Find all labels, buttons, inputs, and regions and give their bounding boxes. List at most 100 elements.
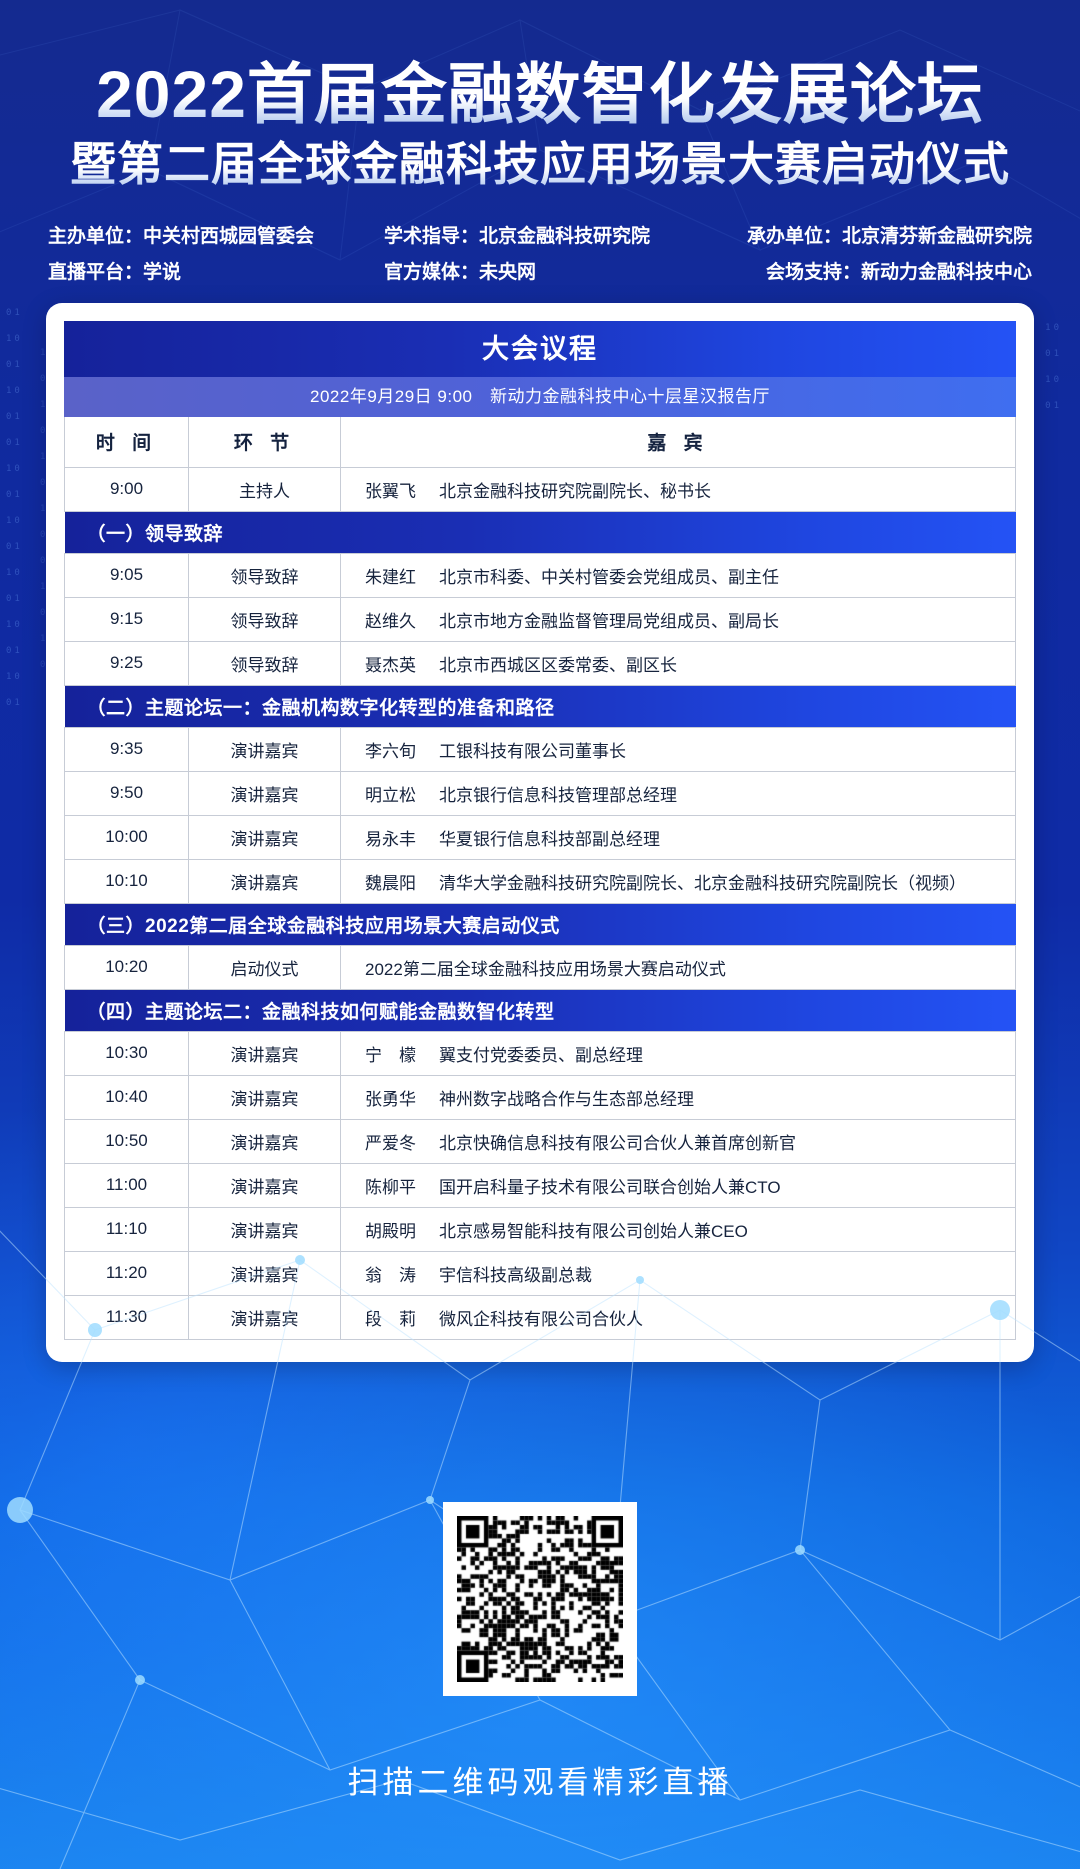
- credit-live-platform: 直播平台：学说: [48, 262, 182, 283]
- agenda-guest-name: 赵维久: [365, 611, 416, 631]
- agenda-row: 11:30 演讲嘉宾段 莉微风企科技有限公司合伙人: [64, 1294, 1016, 1340]
- agenda-cell-time: 10:10: [64, 858, 189, 904]
- credit-venue-support: 会场支持：新动力金融科技中心: [765, 262, 1032, 283]
- agenda-table: 时 间 环 节 嘉 宾 9:00 主持人 张翼飞 北京金融科技研究院副院长、秘书长 （一…: [64, 417, 1016, 1340]
- agenda-section-row: （四）主题论坛二：金融科技如何赋能金融数智化转型: [64, 989, 1016, 1031]
- credits-block: 主办单位：中关村西城园管委会 学术指导：北京金融科技研究院 承办单位：北京清芬新…: [0, 221, 1080, 293]
- agenda-row: 11:00 演讲嘉宾 陈柳平 国开启科量子技术有限公司联合创始人兼CTO: [64, 1162, 1016, 1208]
- title-line-2: 暨第二届全球金融科技应用场景大赛启动仪式: [0, 138, 1080, 191]
- agenda-guest-desc: 2022第二届全球金融科技应用场景大赛启动仪式: [365, 959, 726, 979]
- agenda-subtitle: 2022年9月29日 9:00 新动力金融科技中心十层星汉报告厅: [64, 377, 1016, 417]
- agenda-guest-desc: 神州数字战略合作与生态部总经理: [439, 1089, 694, 1109]
- agenda-guest-name: 严爱冬: [365, 1133, 416, 1153]
- agenda-cell-guest: 张翼飞 北京金融科技研究院副院长、秘书长: [340, 466, 1016, 512]
- credits-row-1: 主办单位：中关村西城园管委会 学术指导：北京金融科技研究院 承办单位：北京清芬新…: [48, 221, 1032, 248]
- agenda-guest-desc: 北京市西城区区委常委、副区长: [439, 655, 677, 675]
- agenda-cell-time: 9:15: [64, 596, 189, 642]
- agenda-row: 10:40 演讲嘉宾 张勇华 神州数字战略合作与生态部总经理: [64, 1074, 1016, 1120]
- agenda-row: 9:25 领导致辞 聂杰英 北京市西城区区委常委、副区长: [64, 640, 1016, 686]
- agenda-row: 10:10 演讲嘉宾 魏晨阳 清华大学金融科技研究院副院长、北京金融科技研究院副院长（…: [64, 858, 1016, 904]
- qr-code-icon[interactable]: [443, 1502, 637, 1696]
- agenda-cell-segment: 演讲嘉宾: [188, 726, 341, 772]
- column-header-guest: 嘉 宾: [340, 417, 1016, 468]
- agenda-cell-guest: 易永丰 华夏银行信息科技部副总经理: [340, 814, 1016, 860]
- agenda-guest-desc: 微风企科技有限公司合伙人: [439, 1309, 643, 1329]
- column-header-time: 时 间: [64, 417, 189, 468]
- agenda-section-label: （一）领导致辞: [64, 511, 1016, 553]
- agenda-guest-desc: 北京市地方金融监督管理局党组成员、副局长: [439, 611, 779, 631]
- agenda-cell-time: 10:20: [64, 944, 189, 990]
- agenda-section-label: （四）主题论坛二：金融科技如何赋能金融数智化转型: [64, 989, 1016, 1031]
- agenda-guest-desc: 北京金融科技研究院副院长、秘书长: [439, 481, 711, 501]
- agenda-guest-desc: 国开启科量子技术有限公司联合创始人兼CTO: [439, 1177, 781, 1197]
- agenda-body: 9:00 主持人 张翼飞 北京金融科技研究院副院长、秘书长 （一）领导致辞 9:05 领导致…: [64, 466, 1016, 1340]
- agenda-guest-name: 张翼飞: [365, 481, 416, 501]
- agenda-row: 10:20 启动仪式 2022第二届全球金融科技应用场景大赛启动仪式: [64, 944, 1016, 990]
- agenda-row: 10:00 演讲嘉宾 易永丰 华夏银行信息科技部副总经理: [64, 814, 1016, 860]
- agenda-title: 大会议程: [64, 321, 1016, 377]
- agenda-cell-segment: 领导致辞: [188, 596, 341, 642]
- agenda-card: 大会议程 2022年9月29日 9:00 新动力金融科技中心十层星汉报告厅 时 …: [46, 303, 1034, 1362]
- agenda-guest-desc: 工银科技有限公司董事长: [439, 741, 626, 761]
- agenda-guest-name: 张勇华: [365, 1089, 416, 1109]
- agenda-cell-segment: 演讲嘉宾: [188, 858, 341, 904]
- agenda-cell-guest: 朱建红 北京市科委、中关村管委会党组成员、副主任: [340, 552, 1016, 598]
- credit-co-organizer: 承办单位：北京清芬新金融研究院: [746, 226, 1032, 247]
- agenda-guest-name: 聂杰英: [365, 655, 416, 675]
- agenda-cell-time: 11:00: [64, 1162, 189, 1208]
- agenda-cell-guest: 张勇华 神州数字战略合作与生态部总经理: [340, 1074, 1016, 1120]
- agenda-cell-time: 9:05: [64, 552, 189, 598]
- agenda-cell-guest: 明立松 北京银行信息科技管理部总经理: [340, 770, 1016, 816]
- agenda-cell-segment: 领导致辞: [188, 552, 341, 598]
- agenda-cell-time: 11:10: [64, 1206, 189, 1252]
- agenda-cell-time: 10:00: [64, 814, 189, 860]
- agenda-guest-desc: 华夏银行信息科技部副总经理: [439, 829, 660, 849]
- agenda-cell-segment: 演讲嘉宾: [188, 1162, 341, 1208]
- agenda-cell-guest: 魏晨阳 清华大学金融科技研究院副院长、北京金融科技研究院副院长（视频）: [340, 858, 1016, 904]
- credit-organizer: 主办单位：中关村西城园管委会: [48, 226, 315, 247]
- agenda-guest-name: 陈柳平: [365, 1177, 416, 1197]
- agenda-guest-name: 宁 檬: [365, 1045, 416, 1065]
- agenda-cell-guest: 李六旬 工银科技有限公司董事长: [340, 726, 1016, 772]
- agenda-cell-segment: 演讲嘉宾: [188, 1118, 341, 1164]
- background-network-bottom: [0, 1230, 1080, 1869]
- agenda-cell-segment: 演讲嘉宾: [188, 1074, 341, 1120]
- agenda-section-row: （三）2022第二届全球金融科技应用场景大赛启动仪式: [64, 903, 1016, 945]
- agenda-cell-guest: 宁 檬 翼支付党委委员、副总经理: [340, 1030, 1016, 1076]
- credits-row-2: 直播平台：学说 官方媒体：未央网 会场支持：新动力金融科技中心: [48, 257, 1032, 284]
- agenda-cell-time: 9:25: [64, 640, 189, 686]
- agenda-cell-time: 10:50: [64, 1118, 189, 1164]
- agenda-guest-name: 翁 涛: [365, 1265, 416, 1285]
- agenda-guest-desc: 翼支付党委委员、副总经理: [439, 1045, 643, 1065]
- agenda-cell-segment: 启动仪式: [188, 944, 341, 990]
- agenda-cell-time: 10:40: [64, 1074, 189, 1120]
- agenda-guest-desc: 北京市科委、中关村管委会党组成员、副主任: [439, 567, 779, 587]
- agenda-guest-name: 李六旬: [365, 741, 416, 761]
- agenda-guest-name: 魏晨阳: [365, 873, 416, 893]
- agenda-guest-name: 明立松: [365, 785, 416, 805]
- agenda-guest-desc: 清华大学金融科技研究院副院长、北京金融科技研究院副院长（视频）: [439, 873, 966, 893]
- agenda-cell-guest: 翁 涛 宇信科技高级副总裁: [340, 1250, 1016, 1296]
- agenda-cell-segment: 演讲嘉宾: [188, 814, 341, 860]
- agenda-section-label: （三）2022第二届全球金融科技应用场景大赛启动仪式: [64, 903, 1016, 945]
- agenda-guest-desc: 宇信科技高级副总裁: [439, 1265, 592, 1285]
- agenda-row: 9:05 领导致辞 朱建红 北京市科委、中关村管委会党组成员、副主任: [64, 552, 1016, 598]
- agenda-section-row: （一）领导致辞: [64, 511, 1016, 553]
- agenda-row: 9:15 领导致辞 赵维久 北京市地方金融监督管理局党组成员、副局长: [64, 596, 1016, 642]
- agenda-guest-desc: 北京快确信息科技有限公司合伙人兼首席创新官: [439, 1133, 796, 1153]
- agenda-guest-desc: 北京银行信息科技管理部总经理: [439, 785, 677, 805]
- agenda-cell-guest: 赵维久 北京市地方金融监督管理局党组成员、副局长: [340, 596, 1016, 642]
- qr-caption: 扫描二维码观看精彩直播: [347, 1765, 733, 1800]
- agenda-cell-time: 9:00: [64, 466, 189, 512]
- agenda-cell-segment: 领导致辞: [188, 640, 341, 686]
- agenda-cell-segment: 演讲嘉宾: [188, 770, 341, 816]
- agenda-cell-time: 9:35: [64, 726, 189, 772]
- title-line-1: 2022首届金融数智化发展论坛: [0, 57, 1080, 132]
- column-header-segment: 环 节: [188, 417, 341, 468]
- agenda-row: 9:35 演讲嘉宾 李六旬 工银科技有限公司董事长: [64, 726, 1016, 772]
- agenda-guest-name: 朱建红: [365, 567, 416, 587]
- agenda-cell-guest: 聂杰英 北京市西城区区委常委、副区长: [340, 640, 1016, 686]
- agenda-guest-name: 易永丰: [365, 829, 416, 849]
- agenda-cell-segment: 主持人: [188, 466, 341, 512]
